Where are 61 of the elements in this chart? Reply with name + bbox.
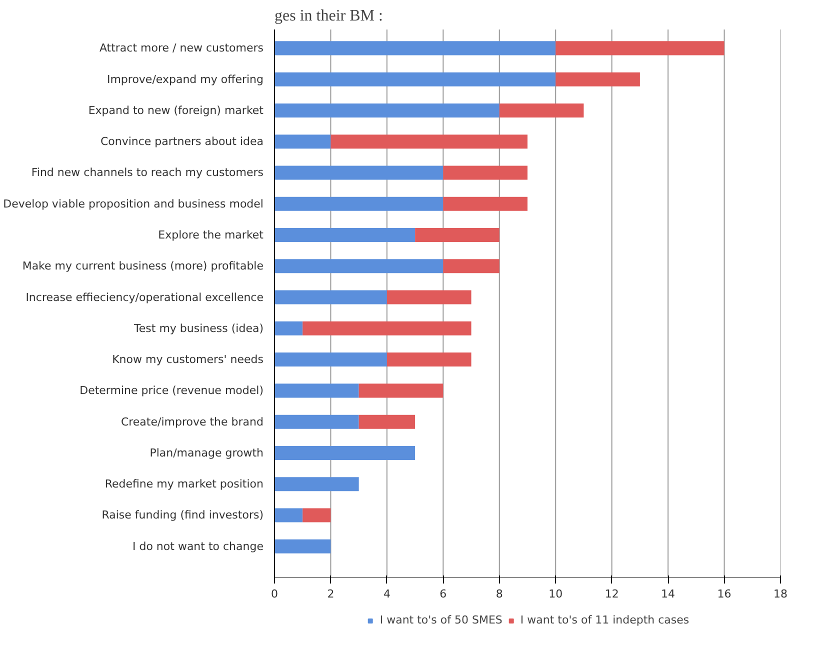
bar [358, 384, 444, 398]
bar [274, 321, 303, 336]
bar [274, 539, 331, 554]
bar [358, 414, 416, 429]
bar [274, 166, 444, 180]
bar [274, 41, 556, 56]
y-tick-label: Increase effieciency/operational excellence [26, 290, 264, 304]
y-tick-label: Test my business (idea) [133, 322, 264, 335]
y-tick-label: Create/improve the brand [120, 415, 264, 428]
bar [274, 134, 331, 149]
legend-label: I want to's of 50 SMES [380, 614, 502, 626]
x-tick-label: 16 [717, 588, 732, 600]
y-tick-label: Determine price (revenue model) [80, 384, 264, 398]
bar [330, 134, 528, 149]
x-tick-label: 6 [440, 588, 447, 600]
bar [274, 384, 359, 398]
y-tick-label: Know my customers' needs [112, 353, 264, 366]
y-tick-label: Raise funding (find investors) [102, 508, 264, 522]
x-tick-label: 14 [661, 588, 676, 600]
y-tick-label: Make my current business (more) profitable [22, 260, 264, 273]
bar [556, 41, 724, 56]
bar [302, 321, 472, 336]
bar [556, 72, 640, 86]
bar [274, 290, 387, 304]
y-tick-label: Explore the market [158, 228, 264, 242]
y-tick-label: I do not want to change [132, 540, 264, 553]
y-tick-label: Improve/expand my offering [106, 72, 264, 86]
y-tick-label: Convince partners about idea [100, 135, 264, 148]
bar [274, 72, 556, 86]
bar [443, 196, 528, 211]
y-tick-label: Attract more / new customers [99, 42, 264, 55]
bar [274, 446, 416, 460]
legend-label: I want to's of 11 indepth cases [520, 614, 690, 626]
bar [274, 352, 387, 367]
chart-title: ges in their BM : [274, 8, 383, 24]
x-tick-label: 10 [548, 588, 563, 600]
bar [443, 166, 528, 180]
y-tick-label: Plan/manage growth [150, 446, 264, 460]
y-tick-label: Find new channels to reach my customers [31, 166, 264, 180]
bar [274, 259, 444, 274]
y-tick-label: Redefine my market position [104, 478, 264, 491]
bar [274, 196, 444, 211]
x-tick-label: 2 [327, 588, 334, 600]
x-tick-label: 0 [271, 588, 278, 600]
bar [274, 228, 416, 242]
y-tick-label: Expand to new (foreign) market [88, 104, 264, 117]
bar [274, 477, 359, 492]
x-tick-label: 18 [774, 588, 788, 600]
y-tick-label: Develop viable proposition and business model [3, 197, 264, 210]
bar [443, 259, 500, 274]
bar [274, 414, 359, 429]
bar [302, 508, 331, 522]
bar [386, 290, 472, 304]
bar [274, 508, 303, 522]
bar [499, 103, 584, 118]
x-tick-label: 8 [496, 588, 503, 600]
bar [415, 228, 500, 242]
x-tick-label: 4 [383, 588, 390, 600]
bar [274, 103, 500, 118]
x-tick-label: 12 [604, 588, 619, 600]
bar [386, 352, 472, 367]
